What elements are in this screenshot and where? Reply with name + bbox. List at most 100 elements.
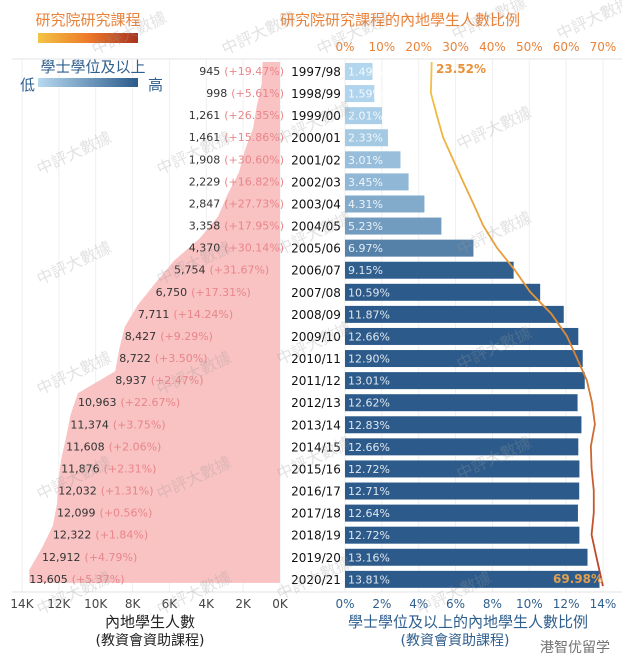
- growth-label: (+14.24%): [173, 308, 233, 321]
- year-label: 1997/98: [291, 65, 341, 79]
- ratio-bar: [345, 305, 564, 323]
- ratio-bar: [345, 85, 375, 103]
- ratio-bar: [345, 217, 442, 235]
- count-label: 12,032: [58, 485, 96, 498]
- top-tick-label: 40%: [479, 40, 506, 54]
- left-tick-label: 4K: [199, 597, 216, 611]
- year-label: 2003/04: [291, 197, 341, 211]
- count-label: 2,847: [189, 197, 221, 210]
- year-label: 1999/00: [291, 109, 341, 123]
- growth-label: (+27.73%): [224, 197, 284, 210]
- year-label: 2017/18: [291, 507, 341, 521]
- year-label: 2000/01: [291, 131, 341, 145]
- line-chart-title: 研究院研究課程的內地學生人數比例: [280, 11, 520, 29]
- watermark-text: 中評大數據: [34, 128, 115, 179]
- year-label: 2018/19: [291, 529, 341, 543]
- growth-label: (+3.50%): [155, 352, 208, 365]
- right-tick-label: 8%: [483, 597, 502, 611]
- growth-label: (+26.35%): [224, 109, 284, 122]
- top-tick-label: 70%: [590, 40, 617, 54]
- count-label: 12,099: [57, 507, 96, 520]
- ratio-bar: [345, 482, 580, 500]
- ratio-bar-label: 13.01%: [348, 375, 390, 388]
- count-label: 945: [199, 65, 220, 78]
- legend-graduate-title: 研究院研究課程: [35, 11, 140, 29]
- growth-label: (+19.47%): [224, 65, 284, 78]
- year-label: 2009/10: [291, 330, 341, 344]
- count-label: 5,754: [174, 264, 206, 277]
- count-label: 2,229: [189, 175, 221, 188]
- year-label: 2008/09: [291, 308, 341, 322]
- growth-label: (+2.31%): [104, 462, 157, 475]
- ratio-bar-label: 9.15%: [348, 264, 383, 277]
- ratio-bar: [345, 129, 388, 147]
- right-tick-label: 6%: [446, 597, 465, 611]
- count-label: 1,461: [189, 131, 221, 144]
- growth-label: (+2.06%): [109, 440, 162, 453]
- legend-bachelor-title: 學士學位及以上: [40, 58, 145, 76]
- growth-label: (+1.84%): [95, 529, 148, 542]
- left-tick-label: 2K: [235, 597, 252, 611]
- right-tick-label: 4%: [409, 597, 428, 611]
- right-tick-label: 12%: [553, 597, 580, 611]
- year-label: 2013/14: [291, 418, 341, 432]
- ratio-bar: [345, 460, 580, 478]
- ratio-bar-label: 1.59%: [348, 88, 383, 101]
- right-axis-subtitle: (教資會資助課程): [401, 633, 510, 649]
- growth-label: (+2.47%): [151, 374, 204, 387]
- count-label: 3,358: [189, 220, 221, 233]
- growth-label: (+31.67%): [209, 264, 269, 277]
- ratio-bar-label: 12.66%: [348, 441, 390, 454]
- top-tick-label: 50%: [516, 40, 543, 54]
- count-label: 8,427: [125, 330, 156, 343]
- ratio-bar-label: 2.33%: [348, 132, 383, 145]
- growth-label: (+5.61%): [231, 87, 284, 100]
- growth-label: (+30.60%): [224, 153, 284, 166]
- count-label: 7,711: [138, 308, 170, 321]
- growth-label: (+4.79%): [85, 551, 138, 564]
- left-tick-label: 6K: [162, 597, 179, 611]
- watermark-text: 中評大數據: [454, 208, 535, 259]
- student-count-area: [29, 62, 281, 583]
- growth-label: (+17.31%): [191, 286, 251, 299]
- ratio-bar-label: 1.49%: [348, 66, 383, 79]
- ratio-bar-label: 12.83%: [348, 419, 390, 432]
- right-tick-label: 0%: [335, 597, 354, 611]
- ratio-bar: [345, 107, 383, 125]
- ratio-bar-label: 3.01%: [348, 154, 383, 167]
- count-label: 11,608: [66, 440, 105, 453]
- top-tick-label: 10%: [369, 40, 396, 54]
- year-label: 2005/06: [291, 242, 341, 256]
- ratio-bar: [345, 394, 578, 412]
- left-tick-label: 12K: [47, 597, 71, 611]
- count-label: 12,912: [42, 551, 81, 564]
- top-tick-label: 30%: [442, 40, 469, 54]
- year-label: 2014/15: [291, 440, 341, 454]
- top-tick-label: 20%: [405, 40, 432, 54]
- ratio-bar-label: 13.81%: [348, 573, 390, 586]
- ratio-bar: [345, 526, 580, 544]
- watermark-text: 中評大數據: [554, 0, 622, 44]
- ratio-bar-label: 12.72%: [348, 463, 390, 476]
- growth-label: (+16.82%): [224, 175, 284, 188]
- growth-label: (+5.37%): [72, 573, 125, 586]
- graduate-ratio-line: [429, 61, 604, 587]
- ratio-bar-label: 12.64%: [348, 507, 390, 520]
- watermark-text: 中評大數據: [454, 103, 535, 154]
- year-label: 2012/13: [291, 396, 341, 410]
- ratio-bar-label: 12.71%: [348, 485, 390, 498]
- left-tick-label: 8K: [125, 597, 142, 611]
- growth-label: (+9.29%): [160, 330, 213, 343]
- left-axis-title: 內地學生人數: [105, 613, 195, 631]
- count-label: 10,963: [78, 396, 117, 409]
- growth-label: (+22.67%): [120, 396, 180, 409]
- watermark-text: 中評大數據: [219, 8, 300, 59]
- left-tick-label: 0K: [272, 597, 289, 611]
- year-label: 2020/21: [291, 573, 341, 587]
- ratio-bar: [345, 372, 585, 390]
- count-label: 6,750: [156, 286, 188, 299]
- count-label: 1,261: [189, 109, 221, 122]
- ratio-bar: [345, 504, 578, 522]
- ratio-bar: [345, 438, 579, 456]
- legend-graduate-gradient: [38, 33, 138, 43]
